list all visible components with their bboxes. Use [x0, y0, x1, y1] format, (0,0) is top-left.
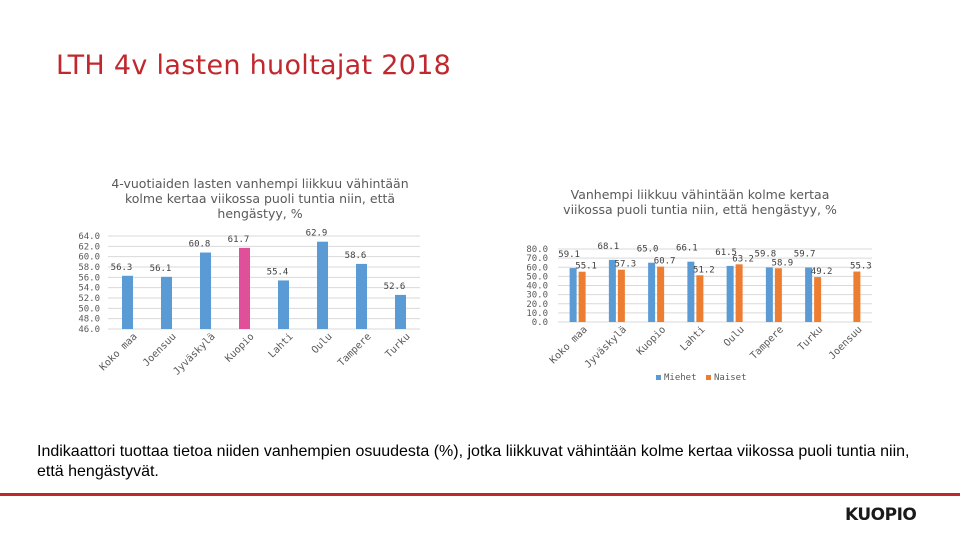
- y-tick-label: 60.0: [78, 253, 100, 263]
- bar-miehet-lahti: [687, 261, 695, 322]
- data-label: 66.1: [676, 244, 698, 254]
- bar-jyväskylä: [200, 252, 211, 329]
- bar-miehet-oulu: [726, 265, 734, 322]
- bar-naiset-lahti: [696, 275, 704, 322]
- y-tick-label: 20.0: [526, 300, 548, 310]
- y-tick-label: 64.0: [78, 232, 100, 242]
- kuopio-logo: KUOPIO: [845, 505, 917, 525]
- x-category-label: Tampere: [748, 324, 786, 362]
- bar-koko maa: [122, 275, 133, 329]
- y-tick-label: 60.0: [526, 263, 548, 273]
- y-tick-label: 46.0: [78, 325, 100, 335]
- chart1-title: 4-vuotiaiden lasten vanhempi liikkuu väh…: [111, 176, 409, 221]
- data-label: 68.1: [598, 242, 620, 252]
- bar-naiset-kuopio: [657, 266, 665, 322]
- x-category-label: Kuopio: [635, 324, 668, 357]
- bottom-divider: [0, 493, 960, 496]
- legend-swatch-naiset: [706, 375, 711, 380]
- bar-kuopio: [239, 247, 250, 329]
- x-category-label: Joensuu: [827, 324, 865, 362]
- y-tick-label: 58.0: [78, 263, 100, 273]
- data-label: 61.5: [715, 248, 737, 258]
- bar-miehet-jyväskylä: [608, 259, 616, 322]
- bar-naiset-tampere: [774, 268, 782, 322]
- data-label: 56.1: [150, 264, 172, 274]
- data-label: 57.3: [615, 260, 637, 270]
- legend-label: Miehet: [664, 373, 697, 383]
- data-label: 59.7: [794, 250, 816, 260]
- y-tick-label: 62.0: [78, 242, 100, 252]
- y-tick-label: 10.0: [526, 309, 548, 319]
- y-tick-label: 50.0: [526, 272, 548, 282]
- bar-miehet-turku: [805, 267, 813, 322]
- data-label: 51.2: [693, 265, 715, 275]
- y-tick-label: 52.0: [78, 294, 100, 304]
- x-category-label: Oulu: [722, 324, 747, 349]
- x-category-label: Lahti: [678, 324, 707, 353]
- data-label: 60.7: [654, 257, 676, 267]
- bar-joensuu: [161, 276, 172, 329]
- data-label: 65.0: [637, 245, 659, 255]
- data-label: 60.8: [189, 240, 211, 250]
- data-label: 58.6: [345, 251, 367, 261]
- data-label: 63.2: [732, 254, 754, 264]
- data-label: 55.1: [575, 262, 597, 272]
- x-category-label: Turku: [796, 324, 825, 353]
- data-label: 59.8: [755, 249, 777, 259]
- y-tick-label: 50.0: [78, 304, 100, 314]
- data-label: 58.9: [772, 258, 794, 268]
- y-tick-label: 70.0: [526, 254, 548, 264]
- y-tick-label: 56.0: [78, 273, 100, 283]
- indicator-footnote: Indikaattori tuottaa tietoa niiden vanhe…: [37, 443, 910, 480]
- chart2-title: Vanhempi liikkuu vähintään kolme kertaa …: [563, 187, 837, 217]
- y-tick-label: 40.0: [526, 282, 548, 292]
- bar-naiset-joensuu: [853, 271, 861, 322]
- bar-naiset-oulu: [735, 264, 743, 322]
- data-label: 49.2: [811, 267, 833, 277]
- bar-miehet-kuopio: [648, 262, 656, 322]
- bar-oulu: [317, 241, 328, 329]
- y-tick-label: 30.0: [526, 291, 548, 301]
- bar-naiset-jyväskylä: [617, 269, 625, 322]
- y-tick-label: 48.0: [78, 315, 100, 325]
- bar-naiset-turku: [814, 277, 822, 322]
- bar-lahti: [278, 280, 289, 329]
- data-label: 52.6: [384, 282, 406, 292]
- bar-turku: [395, 294, 406, 329]
- y-tick-label: 80.0: [526, 245, 548, 255]
- bar-naiset-koko-maa: [578, 271, 586, 322]
- bar-miehet-koko-maa: [569, 268, 577, 322]
- data-label: 59.1: [558, 250, 580, 260]
- slide-title: LTH 4v lasten huoltajat 2018: [56, 50, 452, 81]
- legend-swatch-miehet: [656, 375, 661, 380]
- y-tick-label: 0.0: [532, 318, 548, 328]
- data-label: 56.3: [111, 263, 133, 273]
- data-label: 61.7: [228, 235, 250, 245]
- bar-tampere: [356, 263, 367, 329]
- x-category-label: Koko maa: [548, 324, 590, 366]
- data-label: 55.4: [267, 267, 289, 277]
- data-label: 62.9: [306, 229, 328, 239]
- data-label: 55.3: [850, 262, 872, 272]
- legend-label: Naiset: [714, 373, 747, 383]
- x-category-label: Jyväskylä: [583, 324, 629, 370]
- y-tick-label: 54.0: [78, 284, 100, 294]
- bar-miehet-tampere: [765, 267, 773, 322]
